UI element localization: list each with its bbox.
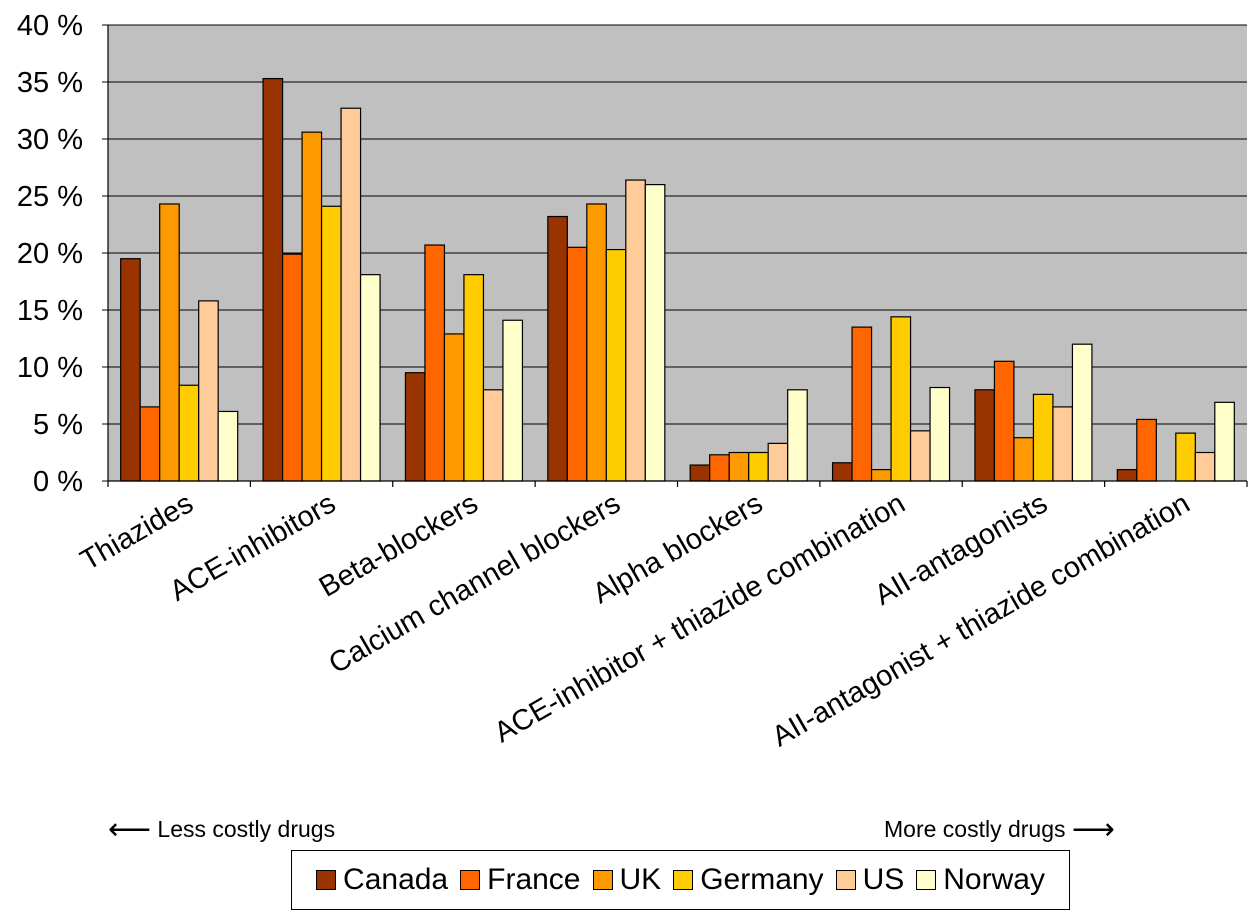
bar-norway xyxy=(1214,401,1235,482)
legend-label: UK xyxy=(619,863,662,896)
bar-france xyxy=(1136,418,1157,482)
bar-us xyxy=(1052,406,1074,482)
bar-germany xyxy=(178,384,200,482)
bar-france xyxy=(566,246,588,482)
bar-canada xyxy=(404,372,426,482)
bar-us xyxy=(340,107,362,482)
bar-germany xyxy=(605,248,627,482)
y-tick-labels: 0 % 5 % 10 % 15 % 20 % 25 % 30 % 35 % 40 % xyxy=(17,10,83,498)
y-tick-label: 25 % xyxy=(17,181,83,213)
axes xyxy=(102,24,1248,487)
bar-norway xyxy=(787,389,808,482)
bar-france xyxy=(709,454,730,482)
legend-swatch-icon xyxy=(316,870,337,890)
legend-swatch-icon xyxy=(460,870,481,890)
bar-norway xyxy=(929,386,951,482)
bar-uk xyxy=(159,203,180,482)
legend: Canada France UK Germany US Norway xyxy=(291,850,1070,910)
bar-norway xyxy=(217,410,239,482)
x-tick-label: Thiazides xyxy=(75,487,198,577)
bar-uk xyxy=(1013,437,1035,482)
bar-norway xyxy=(1071,343,1093,482)
bar-canada xyxy=(262,77,284,482)
bar-france xyxy=(993,360,1015,482)
bar-germany xyxy=(1032,393,1054,482)
legend-label: France xyxy=(487,863,581,896)
bar-us xyxy=(482,389,504,482)
bar-uk xyxy=(586,203,607,482)
less-costly-label: Less costly drugs xyxy=(157,816,336,842)
bar-norway xyxy=(644,184,666,482)
bar-uk xyxy=(728,451,750,482)
bar-canada xyxy=(547,215,568,482)
bar-us xyxy=(767,442,789,482)
legend-swatch-icon xyxy=(673,870,694,890)
legend-label: Norway xyxy=(943,863,1045,896)
legend-swatch-icon xyxy=(916,870,937,890)
bar-france xyxy=(424,244,446,482)
bar-canada xyxy=(689,464,711,482)
bar-us xyxy=(1194,451,1216,482)
y-tick-label: 40 % xyxy=(17,10,83,42)
legend-swatch-icon xyxy=(592,870,613,890)
legend-item-uk: UK xyxy=(592,863,662,897)
left-arrow-icon: ⟵ xyxy=(108,812,152,847)
y-tick-label: 0 % xyxy=(33,466,83,498)
bar-us xyxy=(909,430,931,482)
legend-label: Canada xyxy=(343,863,449,896)
legend-item-germany: Germany xyxy=(673,863,824,897)
bar-germany xyxy=(320,205,342,482)
bar-uk xyxy=(301,131,323,482)
bar-france xyxy=(139,406,161,482)
y-tick-label: 5 % xyxy=(33,409,83,441)
right-arrow-icon: ⟶ xyxy=(1071,812,1115,847)
less-costly-note: ⟵ Less costly drugs xyxy=(108,812,335,847)
y-tick-label: 20 % xyxy=(17,238,83,270)
bar-norway xyxy=(502,319,524,482)
y-tick-label: 35 % xyxy=(17,67,83,99)
legend-item-us: US xyxy=(835,863,905,897)
x-tick-labels: ThiazidesACE-inhibitorsBeta-blockersCalc… xyxy=(75,487,1195,753)
more-costly-label: More costly drugs xyxy=(884,816,1066,842)
bar-germany xyxy=(463,274,485,482)
bar-uk xyxy=(870,469,892,482)
bar-uk xyxy=(443,333,465,482)
bar-canada xyxy=(1116,469,1138,482)
bar-germany xyxy=(890,316,912,482)
bar-canada xyxy=(120,258,141,482)
y-tick-label: 10 % xyxy=(17,352,83,384)
bar-canada xyxy=(974,389,996,482)
legend-label: Germany xyxy=(700,863,824,896)
legend-item-france: France xyxy=(460,863,581,897)
bar-france xyxy=(851,326,873,482)
bar-norway xyxy=(359,274,381,482)
legend-item-norway: Norway xyxy=(916,863,1045,897)
bar-us xyxy=(625,179,646,482)
bar-us xyxy=(198,300,219,482)
bar-france xyxy=(281,253,303,482)
more-costly-note: More costly drugs ⟶ xyxy=(884,812,1115,847)
legend-swatch-icon xyxy=(835,870,856,890)
legend-item-canada: Canada xyxy=(316,863,448,897)
legend-label: US xyxy=(862,863,905,896)
bar-canada xyxy=(831,462,853,482)
y-tick-label: 15 % xyxy=(17,295,83,327)
bar-germany xyxy=(1175,432,1196,482)
bar-germany xyxy=(748,451,769,482)
y-tick-label: 30 % xyxy=(17,124,83,156)
